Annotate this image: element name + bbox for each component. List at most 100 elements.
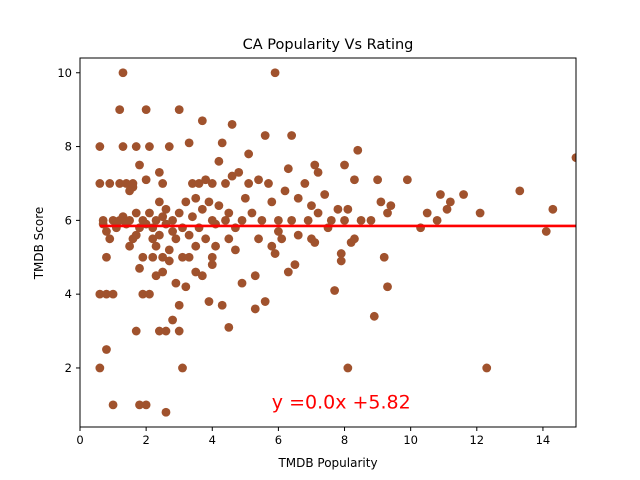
data-point: [188, 179, 197, 188]
data-point: [102, 227, 111, 236]
plot-area: 0 2 4 6 8 10 12 14 2 4 6 8 10: [57, 57, 577, 447]
data-point: [105, 179, 115, 188]
chart-title: CA Popularity Vs Rating: [243, 37, 414, 53]
data-point: [330, 286, 340, 295]
data-point: [459, 190, 468, 199]
data-point: [310, 238, 320, 247]
data-point: [250, 271, 260, 281]
data-point: [267, 197, 277, 207]
data-point: [207, 260, 217, 270]
data-point: [197, 271, 207, 281]
data-point: [376, 197, 386, 207]
data-point: [221, 215, 230, 225]
data-point: [138, 289, 148, 299]
data-point: [366, 215, 376, 225]
data-point: [270, 249, 280, 258]
data-point: [442, 204, 452, 214]
data-point: [151, 271, 161, 281]
data-point: [131, 326, 141, 336]
data-point: [270, 68, 280, 78]
data-point: [181, 197, 191, 207]
data-point: [287, 215, 297, 225]
data-point: [340, 215, 349, 225]
data-point: [161, 204, 171, 214]
data-point: [115, 105, 125, 115]
data-point: [151, 241, 161, 251]
data-point: [336, 256, 346, 266]
data-point: [135, 263, 144, 273]
data-point: [128, 179, 138, 188]
data-point: [118, 212, 128, 222]
data-point: [307, 201, 316, 211]
data-point: [151, 215, 161, 225]
data-point: [118, 68, 128, 78]
data-point: [121, 179, 131, 188]
data-point: [231, 245, 240, 255]
data-point: [244, 179, 254, 188]
data-point: [174, 105, 184, 115]
data-point: [221, 179, 230, 188]
data-point: [300, 179, 310, 188]
data-point: [191, 267, 201, 277]
data-point: [194, 179, 204, 188]
data-point: [257, 215, 267, 225]
data-point: [174, 326, 184, 336]
data-point: [204, 297, 214, 306]
data-point: [313, 208, 323, 218]
x-tick-label: 6: [275, 433, 282, 447]
data-point: [171, 278, 181, 288]
data-point: [174, 208, 184, 218]
data-point: [188, 212, 197, 222]
data-point: [168, 215, 177, 225]
data-point: [154, 326, 164, 336]
data-point: [207, 179, 217, 188]
data-point: [95, 142, 105, 151]
data-point: [214, 201, 224, 211]
data-point: [224, 322, 234, 332]
data-point: [571, 153, 576, 163]
data-point: [131, 142, 141, 151]
data-point: [158, 252, 168, 262]
data-point: [283, 164, 293, 174]
data-point: [191, 241, 201, 251]
data-point: [148, 234, 158, 244]
data-point: [145, 142, 154, 151]
data-point: [141, 400, 151, 410]
data-point: [436, 190, 445, 199]
data-point: [422, 208, 432, 218]
plot-frame: [79, 57, 577, 428]
data-point: [217, 300, 227, 310]
data-point: [102, 252, 111, 262]
data-point: [161, 407, 171, 417]
data-point: [237, 278, 247, 288]
y-tick-label: 10: [57, 66, 72, 80]
data-point: [383, 282, 392, 292]
data-point: [373, 175, 382, 185]
data-point: [250, 304, 260, 314]
data-point: [340, 160, 349, 170]
data-point: [164, 142, 174, 151]
data-point: [244, 149, 254, 159]
data-point: [234, 167, 244, 177]
data-point: [148, 252, 158, 262]
data-point: [138, 252, 148, 262]
y-tick-label: 8: [65, 140, 72, 154]
data-point: [102, 289, 111, 299]
x-tick-label: 10: [403, 433, 418, 447]
data-point: [207, 252, 217, 262]
data-point: [240, 193, 250, 203]
data-point: [168, 227, 177, 236]
data-point: [224, 234, 234, 244]
data-point: [105, 234, 115, 244]
data-point: [287, 131, 297, 140]
data-point: [197, 204, 207, 214]
data-point: [356, 215, 366, 225]
y-tick-label: 4: [65, 287, 72, 301]
y-axis-label: TMDB Score: [32, 207, 46, 281]
data-point: [227, 120, 237, 129]
data-point: [274, 215, 283, 225]
data-point: [171, 234, 181, 244]
data-point: [158, 179, 168, 188]
data-point: [293, 230, 303, 240]
